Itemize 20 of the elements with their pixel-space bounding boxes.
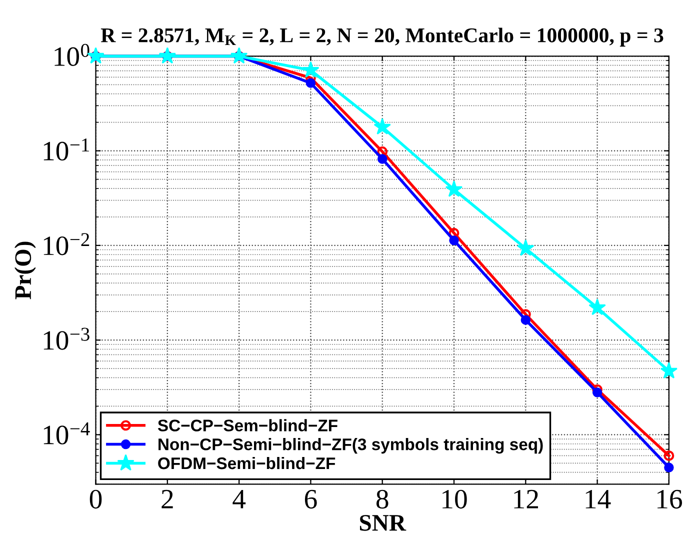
legend-label: SC−CP−Sem−blind−ZF <box>158 419 338 432</box>
x-tick-label: 16 <box>658 490 682 509</box>
chart-title: R = 2.8571, M$_{K}$ = 2, L = 2, N = 20, MonteCarlo = 1000000, p = 3 <box>100 28 664 47</box>
x-tick-label: 14 <box>586 490 611 508</box>
y-tick-label: 10$^{−1}$ <box>44 138 89 161</box>
x-tick-label: 8 <box>376 490 388 509</box>
y-tick-label: 10$^{−2}$ <box>44 233 90 256</box>
x-tick-label: 6 <box>304 490 317 509</box>
x-tick-label: 12 <box>514 490 538 508</box>
legend-label: OFDM−Semi−blind−ZF <box>158 456 336 470</box>
legend-label: Non−CP−Semi−blind−ZF(3 symbols training seq) <box>158 438 543 454</box>
x-tick-label: 10 <box>442 490 467 509</box>
x-axis-title: SNR <box>360 514 406 531</box>
x-tick-label: 2 <box>162 490 173 508</box>
x-tick-label: 4 <box>232 490 246 508</box>
y-tick-label: 10$^{0}$ <box>54 44 90 66</box>
y-axis-title: Pr(O) <box>14 242 36 300</box>
y-tick-label: 10$^{−3}$ <box>44 328 90 350</box>
y-tick-label: 10$^{−4}$ <box>44 422 90 444</box>
x-tick-label: 0 <box>90 490 102 509</box>
